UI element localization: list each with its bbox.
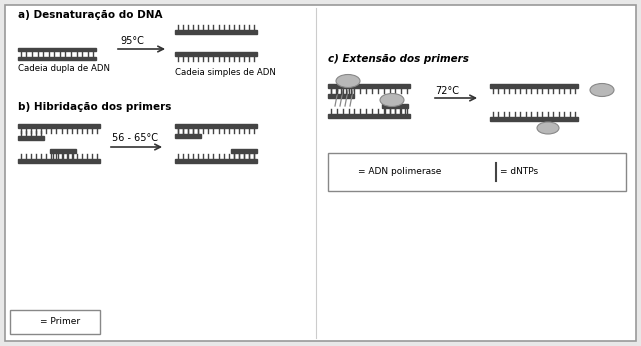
Bar bbox=[328, 153, 626, 191]
Bar bbox=[18, 48, 96, 51]
Text: = dNTPs: = dNTPs bbox=[500, 167, 538, 176]
Bar bbox=[18, 159, 100, 163]
Bar bbox=[382, 104, 408, 108]
Text: = Primer: = Primer bbox=[40, 318, 80, 327]
Bar bbox=[50, 149, 76, 153]
Ellipse shape bbox=[334, 165, 356, 179]
Text: Cadeia dupla de ADN: Cadeia dupla de ADN bbox=[18, 64, 110, 73]
Text: a) Desnaturação do DNA: a) Desnaturação do DNA bbox=[18, 10, 163, 20]
Bar bbox=[175, 124, 257, 128]
Ellipse shape bbox=[590, 83, 614, 97]
Bar bbox=[175, 30, 257, 34]
Bar bbox=[175, 159, 257, 163]
Bar bbox=[175, 52, 257, 56]
Text: = ADN polimerase: = ADN polimerase bbox=[358, 167, 442, 176]
Bar bbox=[18, 136, 44, 140]
Bar bbox=[490, 117, 578, 121]
Bar bbox=[14, 322, 36, 326]
Ellipse shape bbox=[380, 93, 404, 107]
Bar bbox=[18, 124, 100, 128]
Bar bbox=[328, 94, 354, 98]
Ellipse shape bbox=[537, 122, 559, 134]
Text: 95°C: 95°C bbox=[120, 36, 144, 46]
Bar bbox=[18, 57, 96, 60]
Text: Cadeia simples de ADN: Cadeia simples de ADN bbox=[175, 68, 276, 77]
Ellipse shape bbox=[336, 74, 360, 88]
Text: 72°C: 72°C bbox=[435, 86, 459, 96]
Text: c) Extensão dos primers: c) Extensão dos primers bbox=[328, 54, 469, 64]
Bar bbox=[231, 149, 257, 153]
Bar bbox=[175, 134, 201, 138]
Bar bbox=[328, 114, 410, 118]
Text: b) Hibridação dos primers: b) Hibridação dos primers bbox=[18, 102, 171, 112]
Bar bbox=[490, 84, 578, 88]
Bar bbox=[328, 84, 410, 88]
Bar bbox=[10, 310, 100, 334]
Text: 56 - 65°C: 56 - 65°C bbox=[112, 133, 158, 143]
